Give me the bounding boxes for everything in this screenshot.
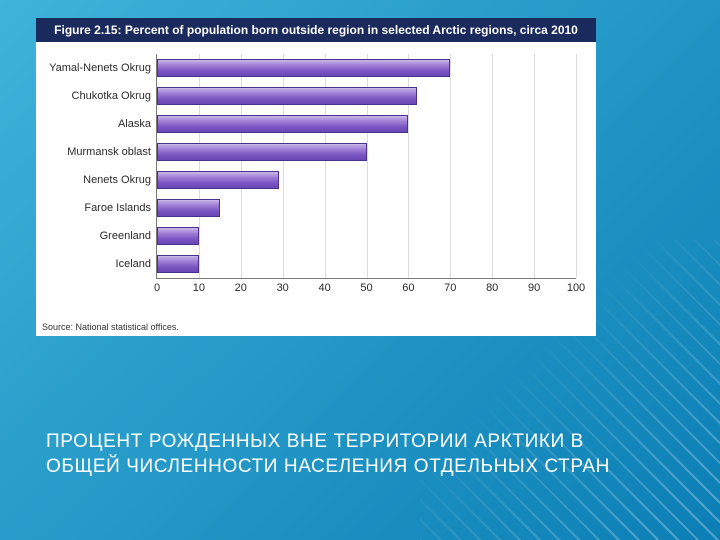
- bar-row: Chukotka Okrug: [157, 87, 576, 105]
- category-label: Chukotka Okrug: [72, 90, 151, 102]
- x-tick-label: 100: [567, 282, 585, 294]
- category-label: Alaska: [118, 118, 151, 130]
- plot-wrap: 0 10 20 30 40 50 60 70 80 90 100 Yamal-Nenets Okrug…: [36, 48, 596, 303]
- category-label: Faroe Islands: [84, 202, 151, 214]
- bar: [157, 199, 220, 217]
- bar: [157, 143, 367, 161]
- x-tick-label: 50: [360, 282, 372, 294]
- category-label: Greenland: [100, 230, 151, 242]
- x-tick-label: 20: [235, 282, 247, 294]
- bar: [157, 171, 279, 189]
- chart-card: Figure 2.15: Percent of population born …: [36, 18, 596, 336]
- slide: Figure 2.15: Percent of population born …: [0, 0, 720, 540]
- category-label: Yamal-Nenets Okrug: [49, 62, 151, 74]
- bar: [157, 227, 199, 245]
- bar: [157, 115, 408, 133]
- bar-row: Yamal-Nenets Okrug: [157, 59, 576, 77]
- bar-row: Nenets Okrug: [157, 171, 576, 189]
- bar-row: Iceland: [157, 255, 576, 273]
- bar-row: Alaska: [157, 115, 576, 133]
- x-tick-label: 30: [277, 282, 289, 294]
- bar: [157, 59, 450, 77]
- bar-row: Faroe Islands: [157, 199, 576, 217]
- gridline: [576, 54, 577, 278]
- x-tick-label: 60: [402, 282, 414, 294]
- x-tick-label: 0: [154, 282, 160, 294]
- x-tick-label: 40: [318, 282, 330, 294]
- bar-row: Greenland: [157, 227, 576, 245]
- bar: [157, 255, 199, 273]
- bar-row: Murmansk oblast: [157, 143, 576, 161]
- slide-caption: ПРОЦЕНТ РОЖДЕННЫХ ВНЕ ТЕРРИТОРИИ АРКТИКИ…: [46, 429, 660, 480]
- x-tick-label: 90: [528, 282, 540, 294]
- category-label: Iceland: [116, 258, 151, 270]
- x-tick-label: 70: [444, 282, 456, 294]
- category-label: Nenets Okrug: [83, 174, 151, 186]
- chart-title: Figure 2.15: Percent of population born …: [36, 18, 596, 42]
- chart-source: Source: National statistical offices.: [42, 322, 179, 332]
- plot-area: 0102030405060708090100Yamal-Nenets Okrug…: [156, 54, 576, 279]
- category-label: Murmansk oblast: [67, 146, 151, 158]
- x-tick-label: 10: [193, 282, 205, 294]
- bar: [157, 87, 417, 105]
- x-tick-label: 80: [486, 282, 498, 294]
